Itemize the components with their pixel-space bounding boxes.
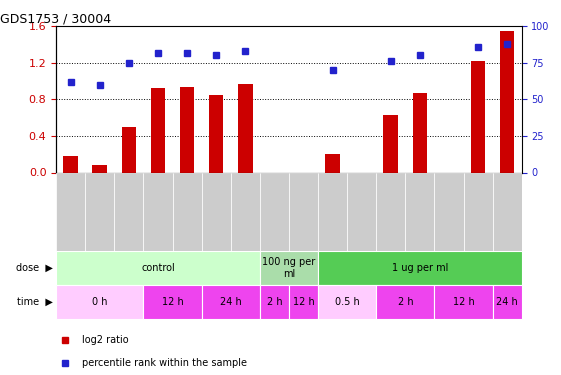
Text: dose  ▶: dose ▶ [16, 263, 53, 273]
Bar [471, 61, 485, 172]
Bar [122, 127, 136, 172]
Bar [384, 115, 398, 172]
Bar [347, 172, 376, 251]
Bar [114, 172, 144, 251]
Bar [260, 172, 289, 251]
Text: 100 ng per
ml: 100 ng per ml [263, 257, 315, 279]
Text: 2 h: 2 h [266, 297, 282, 307]
Bar [318, 251, 522, 285]
Bar [434, 285, 493, 319]
Bar [260, 251, 318, 285]
Text: control: control [141, 263, 175, 273]
Text: 12 h: 12 h [453, 297, 475, 307]
Bar [144, 172, 173, 251]
Bar [500, 31, 514, 172]
Bar [405, 172, 434, 251]
Text: log2 ratio: log2 ratio [82, 335, 128, 345]
Bar [201, 172, 231, 251]
Text: 1 ug per ml: 1 ug per ml [392, 263, 448, 273]
Bar [56, 251, 260, 285]
Text: 0.5 h: 0.5 h [335, 297, 360, 307]
Bar [180, 87, 194, 172]
Bar [318, 285, 376, 319]
Bar [201, 285, 260, 319]
Bar [238, 84, 252, 172]
Text: 2 h: 2 h [398, 297, 413, 307]
Bar [260, 285, 289, 319]
Bar [56, 172, 85, 251]
Text: time  ▶: time ▶ [17, 297, 53, 307]
Bar [434, 172, 463, 251]
Bar [173, 172, 201, 251]
Text: 12 h: 12 h [293, 297, 314, 307]
Bar [325, 154, 340, 173]
Bar [151, 88, 165, 172]
Bar [231, 172, 260, 251]
Bar [63, 156, 78, 172]
Text: 24 h: 24 h [496, 297, 518, 307]
Bar [318, 172, 347, 251]
Bar [493, 172, 522, 251]
Bar [93, 165, 107, 172]
Bar [493, 285, 522, 319]
Bar [144, 285, 201, 319]
Text: GDS1753 / 30004: GDS1753 / 30004 [0, 12, 111, 25]
Bar [412, 93, 427, 172]
Bar [289, 172, 318, 251]
Bar [376, 285, 434, 319]
Text: percentile rank within the sample: percentile rank within the sample [82, 358, 247, 368]
Text: 12 h: 12 h [162, 297, 183, 307]
Bar [376, 172, 405, 251]
Bar [209, 95, 223, 172]
Bar [289, 285, 318, 319]
Bar [463, 172, 493, 251]
Text: 0 h: 0 h [92, 297, 108, 307]
Bar [85, 172, 114, 251]
Text: 24 h: 24 h [220, 297, 242, 307]
Bar [56, 285, 144, 319]
